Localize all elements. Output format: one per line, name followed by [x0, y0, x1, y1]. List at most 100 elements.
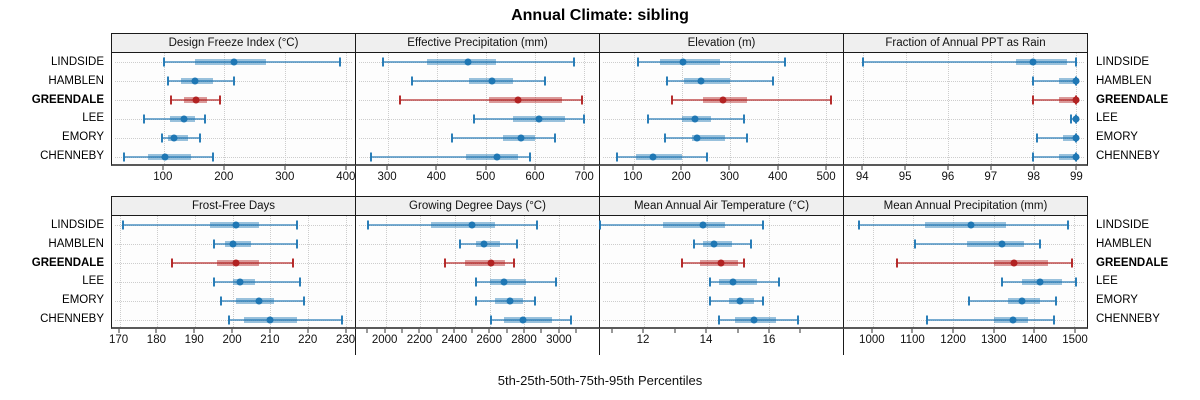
major-tick [825, 166, 827, 170]
whisker-cap [671, 95, 674, 105]
whisker-cap [512, 258, 515, 268]
whisker-cap [1067, 220, 1070, 230]
major-tick [705, 329, 707, 333]
panel-design-freeze-index-c-: Design Freeze Index (°C) 100 200 300 400 [111, 33, 356, 196]
band-25-75 [503, 316, 553, 323]
interval-row-hamblen [112, 235, 355, 254]
whisker-cap [516, 239, 519, 249]
interval-row-greendale [600, 91, 843, 110]
interval-row-chenneby [112, 147, 355, 166]
median-dot [480, 240, 488, 248]
gridline-vertical [270, 216, 272, 327]
site-label-emory: EMORY [1096, 294, 1138, 307]
whisker-5-95 [858, 224, 1069, 227]
interval-row-hamblen [844, 235, 1087, 254]
site-labels-right: LINDSIDE HAMBLEN GREENDALE LEE EMORY CHENNEBY [1088, 196, 1197, 355]
interval-row-lee [844, 273, 1087, 292]
whisker-cap [303, 296, 306, 306]
major-tick [307, 329, 309, 333]
gridline-vertical [345, 53, 347, 164]
whisker-cap [680, 258, 683, 268]
whisker-cap [583, 114, 586, 124]
tick-label: 2600 [476, 334, 502, 346]
minor-tick [471, 329, 473, 333]
whisker-cap [1054, 296, 1057, 306]
major-tick [453, 329, 455, 333]
tick-label: 500 [476, 171, 496, 183]
band-25-75 [232, 278, 256, 285]
panel-elevation-m-: Elevation (m) 100 200 300 400 500 [599, 33, 844, 196]
whisker-5-95 [213, 280, 301, 283]
site-label-greendale: GREENDALE [31, 256, 104, 269]
site-label-chenneby: CHENNEBY [1096, 313, 1160, 326]
whisker-cap [122, 220, 125, 230]
median-dot [1072, 96, 1080, 104]
median-dot [1036, 278, 1044, 286]
tick-label: 400 [336, 171, 356, 183]
whisker-cap [693, 239, 696, 249]
x-axis: 12 14 16 [599, 329, 844, 355]
tick-label: 3000 [546, 334, 572, 346]
interval-row-greendale [112, 254, 355, 273]
whisker-cap [472, 114, 475, 124]
whisker-cap [743, 114, 746, 124]
major-tick [269, 329, 271, 333]
whisker-5-95 [475, 299, 535, 302]
site-label-chenneby: CHENNEBY [40, 150, 104, 163]
whisker-5-95 [616, 155, 707, 158]
whisker-cap [490, 315, 493, 325]
label-spacer [1088, 33, 1197, 53]
gridline-vertical [912, 216, 914, 327]
major-tick [1033, 166, 1035, 170]
major-tick [952, 329, 954, 333]
whisker-cap [232, 76, 235, 86]
panel-title: Fraction of Annual PPT as Rain [843, 33, 1088, 53]
median-dot [493, 153, 501, 161]
interval-row-hamblen [600, 235, 843, 254]
median-dot [230, 58, 237, 66]
tick-label: 96 [941, 171, 955, 183]
median-dot [519, 316, 527, 324]
site-label-lindside: LINDSIDE [50, 219, 104, 231]
interval-row-chenneby [356, 310, 599, 329]
whisker-cap [143, 114, 146, 124]
whisker-cap [1038, 239, 1041, 249]
band-25-75 [168, 134, 188, 141]
site-label-hamblen: HAMBLEN [1096, 74, 1152, 87]
major-tick [680, 166, 682, 170]
whisker-cap [544, 76, 546, 86]
gridline-vertical [387, 53, 389, 164]
panel-title: Mean Annual Air Temperature (°C) [599, 196, 844, 216]
major-tick [155, 329, 157, 333]
whisker-cap [160, 133, 163, 143]
whisker-cap [227, 315, 230, 325]
tick-label: 300 [275, 171, 295, 183]
panel-mean-annual-precipitation-mm-: Mean Annual Precipitation (mm) 1000 1100 12… [843, 196, 1088, 355]
whisker-5-95 [412, 80, 545, 83]
interval-row-emory [844, 291, 1087, 310]
whisker-cap [443, 258, 446, 268]
whisker-5-95 [368, 224, 537, 227]
site-label-hamblen: HAMBLEN [48, 74, 104, 87]
band-25-75 [430, 222, 495, 229]
interval-row-lindside [599, 216, 843, 235]
whisker-cap [382, 57, 384, 67]
site-labels-left: LINDSIDE HAMBLEN GREENDALE LEE EMORY CHENNEBY [0, 196, 111, 355]
tick-label: 170 [108, 334, 129, 346]
whisker-cap [968, 296, 971, 306]
plot-area [355, 216, 600, 329]
gridline-vertical [420, 216, 422, 327]
whisker-cap [1000, 277, 1003, 287]
panel-mean-annual-air-temperature-c-: Mean Annual Air Temperature (°C) 12 14 16 [599, 196, 844, 355]
whisker-5-95 [460, 243, 518, 246]
site-label-emory: EMORY [62, 294, 104, 307]
interval-row-lee [112, 110, 355, 129]
median-dot [266, 316, 274, 324]
median-dot [1072, 134, 1080, 142]
gridline-vertical [285, 53, 287, 164]
site-label-emory: EMORY [1096, 131, 1138, 144]
site-labels-right: LINDSIDE HAMBLEN GREENDALE LEE EMORY CHENNEBY [1088, 33, 1197, 196]
band-25-75 [636, 153, 682, 160]
whisker-cap [1036, 133, 1039, 143]
panel-title: Elevation (m) [599, 33, 844, 53]
